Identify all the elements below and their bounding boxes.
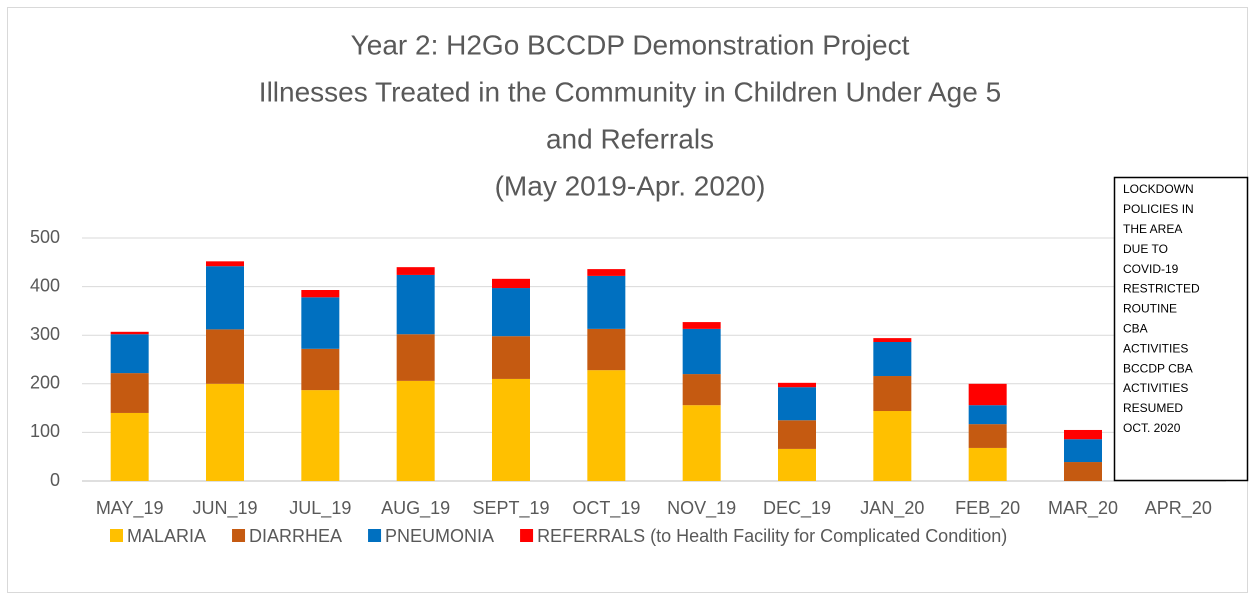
bar-segment <box>873 411 912 481</box>
chart-title: and Referrals <box>546 123 714 154</box>
x-tick-label: MAY_19 <box>96 498 164 519</box>
y-tick-label: 0 <box>50 470 60 490</box>
chart-title: Illnesses Treated in the Community in Ch… <box>259 76 1001 107</box>
chart-title: (May 2019-Apr. 2020) <box>495 170 766 201</box>
bar-segment <box>206 261 244 267</box>
legend-label: MALARIA <box>127 526 206 546</box>
bar-segment <box>396 274 435 335</box>
bar-segment <box>301 290 340 298</box>
bar-segment <box>396 267 435 275</box>
bar-segment <box>778 382 816 388</box>
annotation-text: ACTIVITIES <box>1123 341 1188 355</box>
bar-segment <box>587 269 626 276</box>
bar-segment <box>873 376 912 412</box>
bar-segment <box>778 420 816 449</box>
annotation-box <box>1113 176 1249 482</box>
annotation-text: RESUMED <box>1123 401 1183 415</box>
bar-segment <box>492 278 530 289</box>
x-tick-label: DEC_19 <box>763 498 831 519</box>
x-tick-label: JAN_20 <box>860 498 924 519</box>
bar-segment <box>587 370 626 481</box>
bar-segment <box>778 387 816 421</box>
annotation-text: THE AREA <box>1123 222 1182 236</box>
bar-segment <box>110 373 149 413</box>
legend-label: REFERRALS (to Health Facility for Compli… <box>537 526 1007 546</box>
bar-segment <box>396 334 435 381</box>
bar-segment <box>968 424 1007 448</box>
bar-segment <box>492 336 530 379</box>
x-tick-label: JUL_19 <box>289 498 351 519</box>
annotation-text: BCCDP CBA <box>1123 361 1193 375</box>
annotation-text: ACTIVITIES <box>1123 381 1188 395</box>
bar-segment <box>206 329 244 384</box>
x-tick-label: SEPT_19 <box>472 498 549 519</box>
y-tick-label: 400 <box>30 275 60 295</box>
bar-segment <box>110 334 149 374</box>
bar-segment <box>301 390 340 481</box>
y-tick-label: 100 <box>30 421 60 441</box>
bar-segment <box>968 447 1007 481</box>
bar-segment <box>1064 439 1102 463</box>
annotation-text: OCT. 2020 <box>1123 421 1181 435</box>
bar-segment <box>301 297 340 349</box>
annotation-text: CBA <box>1123 321 1148 335</box>
y-tick-label: 500 <box>30 227 60 247</box>
x-tick-label: APR_20 <box>1145 498 1212 519</box>
annotation-text: COVID-19 <box>1123 262 1179 276</box>
x-tick-label: AUG_19 <box>381 498 450 519</box>
bar-segment <box>587 275 626 329</box>
annotation-text: POLICIES IN <box>1123 202 1194 216</box>
y-tick-label: 200 <box>30 373 60 393</box>
x-tick-label: NOV_19 <box>667 498 736 519</box>
legend-swatch <box>110 529 123 542</box>
legend-swatch <box>520 529 534 542</box>
bar-segment <box>110 331 149 335</box>
bar-segment <box>396 380 435 481</box>
annotation-text: LOCKDOWN <box>1123 182 1194 196</box>
bar-segment <box>206 383 244 481</box>
bar-segment <box>587 328 626 371</box>
bar-segment <box>873 338 912 343</box>
legend-label: DIARRHEA <box>249 526 342 546</box>
bar-segment <box>1064 462 1102 481</box>
annotation-text: ROUTINE <box>1123 302 1177 316</box>
bar-segment <box>682 374 721 406</box>
bar-segment <box>682 322 721 329</box>
bar-segment <box>968 383 1007 406</box>
annotation-text: RESTRICTED <box>1123 282 1200 296</box>
bar-segment <box>1064 429 1102 440</box>
legend-swatch <box>232 529 246 542</box>
bar-segment <box>492 378 530 481</box>
bar-segment <box>778 448 816 481</box>
x-tick-label: MAR_20 <box>1048 498 1118 519</box>
legend-label: PNEUMONIA <box>385 526 494 546</box>
y-tick-label: 300 <box>30 324 60 344</box>
chart-title: Year 2: H2Go BCCDP Demonstration Project <box>351 29 910 60</box>
bar-segment <box>682 328 721 375</box>
bar-segment <box>682 405 721 481</box>
bar-segment <box>968 405 1007 425</box>
bar-segment <box>206 266 244 330</box>
x-tick-label: FEB_20 <box>955 498 1020 519</box>
annotation-text: DUE TO <box>1123 242 1168 256</box>
bar-segment <box>301 348 340 391</box>
x-tick-label: OCT_19 <box>572 498 640 519</box>
legend-swatch <box>368 529 382 542</box>
bar-segment <box>873 342 912 377</box>
bar-segment <box>110 412 149 481</box>
bar-segment <box>492 288 530 337</box>
x-tick-label: JUN_19 <box>192 498 257 519</box>
